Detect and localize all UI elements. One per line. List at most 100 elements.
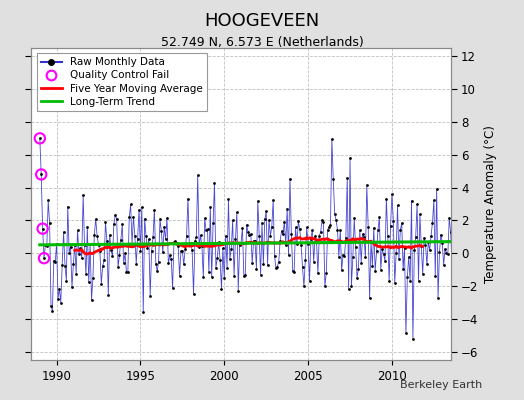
Point [104, 292, 113, 298]
Point [48, 308, 57, 314]
Point [185, 242, 193, 248]
Point [353, 275, 361, 282]
Point [340, 253, 348, 259]
Point [105, 232, 114, 238]
Point [269, 197, 277, 203]
Point [130, 232, 139, 239]
Point [367, 238, 375, 245]
Point [428, 220, 436, 226]
Point [272, 265, 280, 271]
Point [296, 226, 304, 232]
Point [369, 224, 378, 231]
Point [136, 248, 145, 254]
Point [161, 236, 170, 242]
Point [235, 242, 244, 248]
Point [226, 256, 234, 262]
Point [375, 214, 384, 220]
Point [201, 215, 209, 222]
Point [209, 220, 217, 226]
Point [356, 227, 364, 234]
Point [332, 217, 340, 223]
Point [153, 268, 161, 274]
Point [213, 255, 222, 262]
Point [379, 251, 388, 258]
Point [78, 254, 86, 261]
Point [42, 243, 51, 250]
Point [145, 236, 153, 242]
Point [41, 242, 50, 248]
Point [331, 210, 339, 217]
Point [281, 242, 290, 248]
Point [396, 227, 405, 233]
Point [110, 221, 118, 227]
Point [182, 233, 191, 239]
Point [298, 264, 307, 270]
Point [247, 231, 255, 238]
Point [219, 245, 227, 251]
Point [143, 245, 151, 251]
Point [430, 197, 438, 203]
Point [230, 272, 238, 279]
Point [325, 224, 333, 230]
Point [128, 240, 136, 247]
Point [258, 220, 266, 226]
Point [238, 224, 247, 231]
Point [180, 261, 188, 268]
Point [273, 264, 281, 270]
Point [54, 296, 62, 302]
Point [224, 196, 233, 203]
Point [227, 245, 235, 252]
Point [156, 216, 164, 222]
Point [59, 229, 68, 235]
Point [451, 236, 459, 242]
Point [245, 232, 254, 238]
Point [134, 236, 142, 242]
Point [113, 216, 121, 222]
Point [75, 251, 83, 258]
Point [283, 205, 291, 212]
Point [135, 206, 143, 213]
Point [449, 218, 457, 225]
Point [139, 309, 147, 316]
Point [336, 227, 344, 233]
Point [285, 252, 293, 258]
Point [177, 248, 185, 254]
Point [417, 243, 425, 250]
Point [90, 232, 99, 238]
Point [203, 226, 212, 232]
Point [328, 136, 336, 142]
Point [237, 240, 245, 246]
Point [157, 228, 166, 235]
Point [37, 171, 46, 178]
Point [37, 171, 46, 178]
Point [198, 243, 206, 249]
Point [155, 258, 163, 265]
Point [72, 270, 80, 277]
Point [435, 249, 444, 256]
Point [210, 179, 219, 186]
Point [431, 273, 440, 279]
Point [301, 257, 310, 263]
Point [96, 248, 104, 254]
Point [368, 262, 377, 269]
Point [67, 243, 75, 250]
Point [38, 226, 47, 232]
Point [427, 232, 435, 239]
Legend: Raw Monthly Data, Quality Control Fail, Five Year Moving Average, Long-Term Tren: Raw Monthly Data, Quality Control Fail, … [37, 53, 207, 111]
Point [386, 223, 395, 229]
Point [265, 216, 273, 223]
Point [423, 261, 431, 267]
Point [321, 283, 329, 289]
Point [69, 261, 78, 268]
Point [103, 238, 111, 244]
Point [402, 330, 410, 337]
Point [409, 336, 417, 342]
Point [142, 233, 150, 239]
Point [73, 227, 82, 234]
Point [57, 299, 65, 306]
Point [220, 275, 228, 281]
Point [444, 251, 452, 257]
Point [248, 260, 256, 266]
Point [290, 268, 298, 275]
Point [108, 253, 117, 260]
